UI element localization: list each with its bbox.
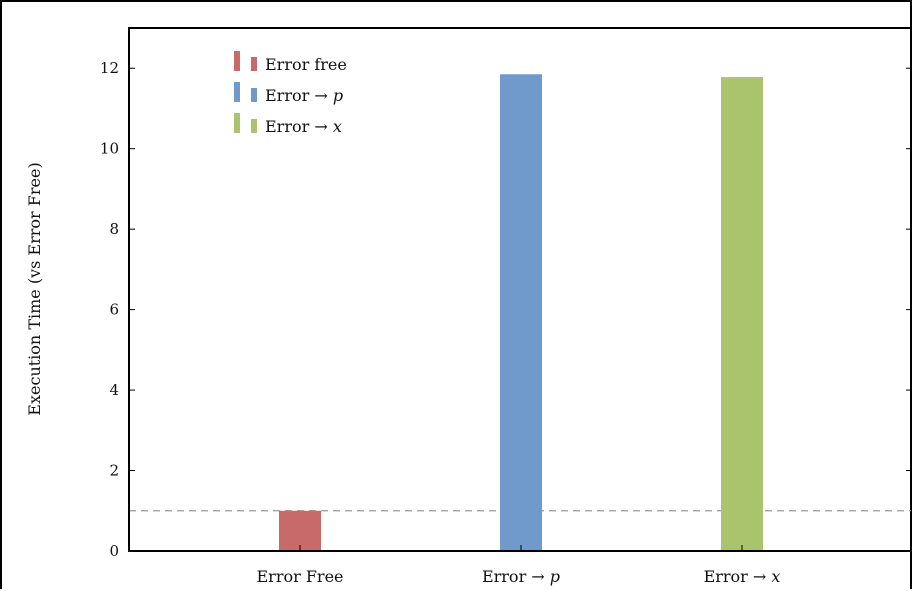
y-tick-label: 4: [109, 381, 119, 399]
y-tick-label: 2: [109, 462, 119, 480]
y-tick-label: 10: [100, 140, 119, 158]
legend-swatch: [234, 113, 240, 133]
y-tick-label: 12: [100, 59, 119, 77]
bar-0: [279, 510, 321, 551]
y-tick-label: 8: [109, 220, 119, 238]
bars: [279, 74, 763, 551]
y-axis-label: Execution Time (vs Error Free): [25, 162, 44, 415]
legend-label: Error → p: [265, 86, 343, 105]
x-tick-label: Error Free: [256, 567, 343, 586]
x-tick-label: Error → x: [704, 567, 781, 586]
x-tick-label: Error → p: [482, 567, 560, 586]
y-tick-label: 6: [109, 301, 119, 319]
legend-swatch-small: [251, 57, 257, 71]
legend-swatch: [234, 51, 240, 71]
legend-label: Error free: [265, 55, 347, 74]
y-tick-label: 0: [109, 542, 119, 560]
legend: Error free Error → p Error → x: [234, 51, 347, 136]
legend-label: Error → x: [265, 117, 342, 136]
bar-2: [721, 77, 763, 551]
legend-swatch-small: [251, 119, 257, 133]
legend-swatch: [234, 82, 240, 102]
bar-1: [500, 74, 542, 551]
legend-swatch-small: [251, 88, 257, 102]
category-labels: Error Free Error → p Error → x: [256, 545, 780, 586]
plot-area: [128, 27, 912, 552]
y-ticks: 0 2 4 6 8 10 12: [100, 59, 912, 560]
